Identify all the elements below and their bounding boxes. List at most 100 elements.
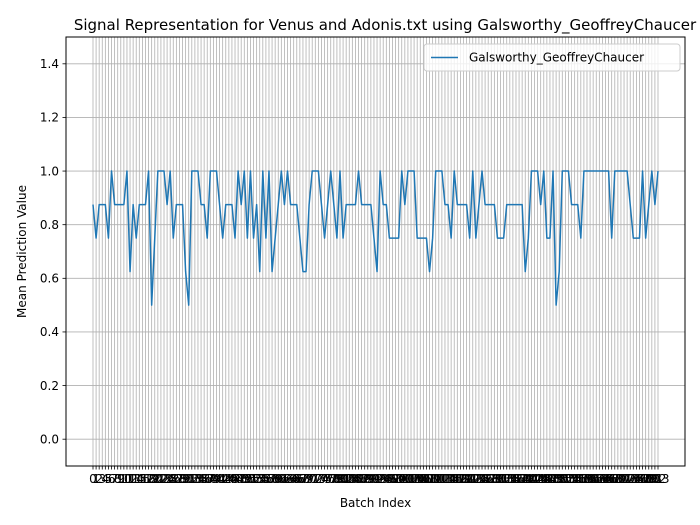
x-tick-label: 133 bbox=[492, 472, 515, 486]
chart-title: Signal Representation for Venus and Adon… bbox=[74, 16, 697, 35]
x-tick-label: 109 bbox=[418, 472, 441, 486]
x-tick-label: 178 bbox=[631, 472, 654, 486]
x-tick-label: 170 bbox=[606, 472, 629, 486]
x-tick-label: 104 bbox=[403, 472, 426, 486]
x-tick-label: 175 bbox=[622, 472, 645, 486]
x-tick-label: 166 bbox=[594, 472, 617, 486]
x-tick-label: 136 bbox=[501, 472, 524, 486]
x-tick-label: 75 bbox=[317, 472, 332, 486]
x-tick-label: 53 bbox=[249, 472, 264, 486]
x-tick-label: 38 bbox=[203, 472, 218, 486]
y-tick-label: 0.4 bbox=[40, 325, 59, 339]
x-tick-label: 37 bbox=[200, 472, 215, 486]
x-tick-label: 94 bbox=[376, 472, 391, 486]
x-tick-label: 118 bbox=[446, 472, 469, 486]
y-tick-label: 0.6 bbox=[40, 272, 59, 286]
x-tick-label: 177 bbox=[628, 472, 651, 486]
x-tick-label: 116 bbox=[440, 472, 463, 486]
x-tick-label: 59 bbox=[268, 472, 283, 486]
x-tick-label: 47 bbox=[230, 472, 245, 486]
x-tick-label: 127 bbox=[474, 472, 497, 486]
x-tick-label: 52 bbox=[246, 472, 261, 486]
x-tick-label: 95 bbox=[379, 472, 394, 486]
x-tick-label: 32 bbox=[184, 472, 199, 486]
x-tick-label: 171 bbox=[609, 472, 632, 486]
x-tick-label: 62 bbox=[277, 472, 292, 486]
x-tick-label: 174 bbox=[619, 472, 642, 486]
x-tick-label: 181 bbox=[640, 472, 663, 486]
x-tick-label: 147 bbox=[535, 472, 558, 486]
x-tick-label: 26 bbox=[166, 472, 181, 486]
x-tick-label: 74 bbox=[314, 472, 329, 486]
x-tick-label: 117 bbox=[443, 472, 466, 486]
x-tick-label: 142 bbox=[520, 472, 543, 486]
x-tick-label: 27 bbox=[169, 472, 184, 486]
x-tick-label: 11 bbox=[119, 472, 134, 486]
x-tick-label: 165 bbox=[591, 472, 614, 486]
x-tick-label: 72 bbox=[308, 472, 323, 486]
x-tick-label: 31 bbox=[181, 472, 196, 486]
x-tick-label: 108 bbox=[415, 472, 438, 486]
x-tick-label: 90 bbox=[363, 472, 378, 486]
x-tick-label: 58 bbox=[264, 472, 279, 486]
x-tick-label: 91 bbox=[366, 472, 381, 486]
x-tick-label: 36 bbox=[197, 472, 212, 486]
x-tick-label: 151 bbox=[548, 472, 571, 486]
x-tick-label: 0 bbox=[89, 472, 97, 486]
x-tick-label: 158 bbox=[569, 472, 592, 486]
x-tick-label: 29 bbox=[175, 472, 190, 486]
x-tick-label: 44 bbox=[221, 472, 236, 486]
x-tick-label: 115 bbox=[437, 472, 460, 486]
x-tick-label: 18 bbox=[141, 472, 156, 486]
x-tick-label: 20 bbox=[147, 472, 162, 486]
x-tick-label: 17 bbox=[138, 472, 153, 486]
x-tick-label: 70 bbox=[301, 472, 316, 486]
x-tick-label: 106 bbox=[409, 472, 432, 486]
x-tick-label: 88 bbox=[357, 472, 372, 486]
x-tick-label: 77 bbox=[323, 472, 338, 486]
x-tick-label: 54 bbox=[252, 472, 267, 486]
x-tick-label: 148 bbox=[538, 472, 561, 486]
x-tick-label: 156 bbox=[563, 472, 586, 486]
x-tick-label: 123 bbox=[461, 472, 484, 486]
x-tick-label: 51 bbox=[243, 472, 258, 486]
series-layer bbox=[92, 170, 659, 306]
x-tick-label: 5 bbox=[105, 472, 113, 486]
x-tick-label: 76 bbox=[320, 472, 335, 486]
x-tick-label: 33 bbox=[187, 472, 202, 486]
x-tick-label: 144 bbox=[526, 472, 549, 486]
x-tick-label: 85 bbox=[348, 472, 363, 486]
x-tick-label: 21 bbox=[150, 472, 165, 486]
x-tick-label: 25 bbox=[163, 472, 178, 486]
x-tick-label: 124 bbox=[464, 472, 487, 486]
x-tick-label: 34 bbox=[190, 472, 205, 486]
x-tick-label: 169 bbox=[603, 472, 626, 486]
x-tick-label: 132 bbox=[489, 472, 512, 486]
x-tick-label: 135 bbox=[498, 472, 521, 486]
x-tick-label: 61 bbox=[274, 472, 289, 486]
x-tick-label: 63 bbox=[280, 472, 295, 486]
x-axis-label: Batch Index bbox=[340, 496, 411, 510]
x-axis-ticks: 0123456789101112131415161718192021222324… bbox=[89, 466, 669, 486]
x-tick-label: 73 bbox=[311, 472, 326, 486]
x-tick-label: 113 bbox=[430, 472, 453, 486]
x-tick-label: 125 bbox=[467, 472, 490, 486]
x-tick-label: 13 bbox=[125, 472, 140, 486]
x-tick-label: 138 bbox=[508, 472, 531, 486]
x-tick-label: 12 bbox=[122, 472, 137, 486]
plot-frame bbox=[65, 36, 686, 467]
x-tick-label: 97 bbox=[385, 472, 400, 486]
x-tick-label: 2 bbox=[95, 472, 103, 486]
x-tick-label: 153 bbox=[554, 472, 577, 486]
x-tick-label: 4 bbox=[102, 472, 110, 486]
x-tick-label: 56 bbox=[258, 472, 273, 486]
x-tick-label: 69 bbox=[298, 472, 313, 486]
x-tick-label: 8 bbox=[114, 472, 122, 486]
x-tick-label: 107 bbox=[412, 472, 435, 486]
x-tick-label: 163 bbox=[585, 472, 608, 486]
x-tick-label: 145 bbox=[529, 472, 552, 486]
x-tick-label: 168 bbox=[600, 472, 623, 486]
x-tick-label: 39 bbox=[206, 472, 221, 486]
